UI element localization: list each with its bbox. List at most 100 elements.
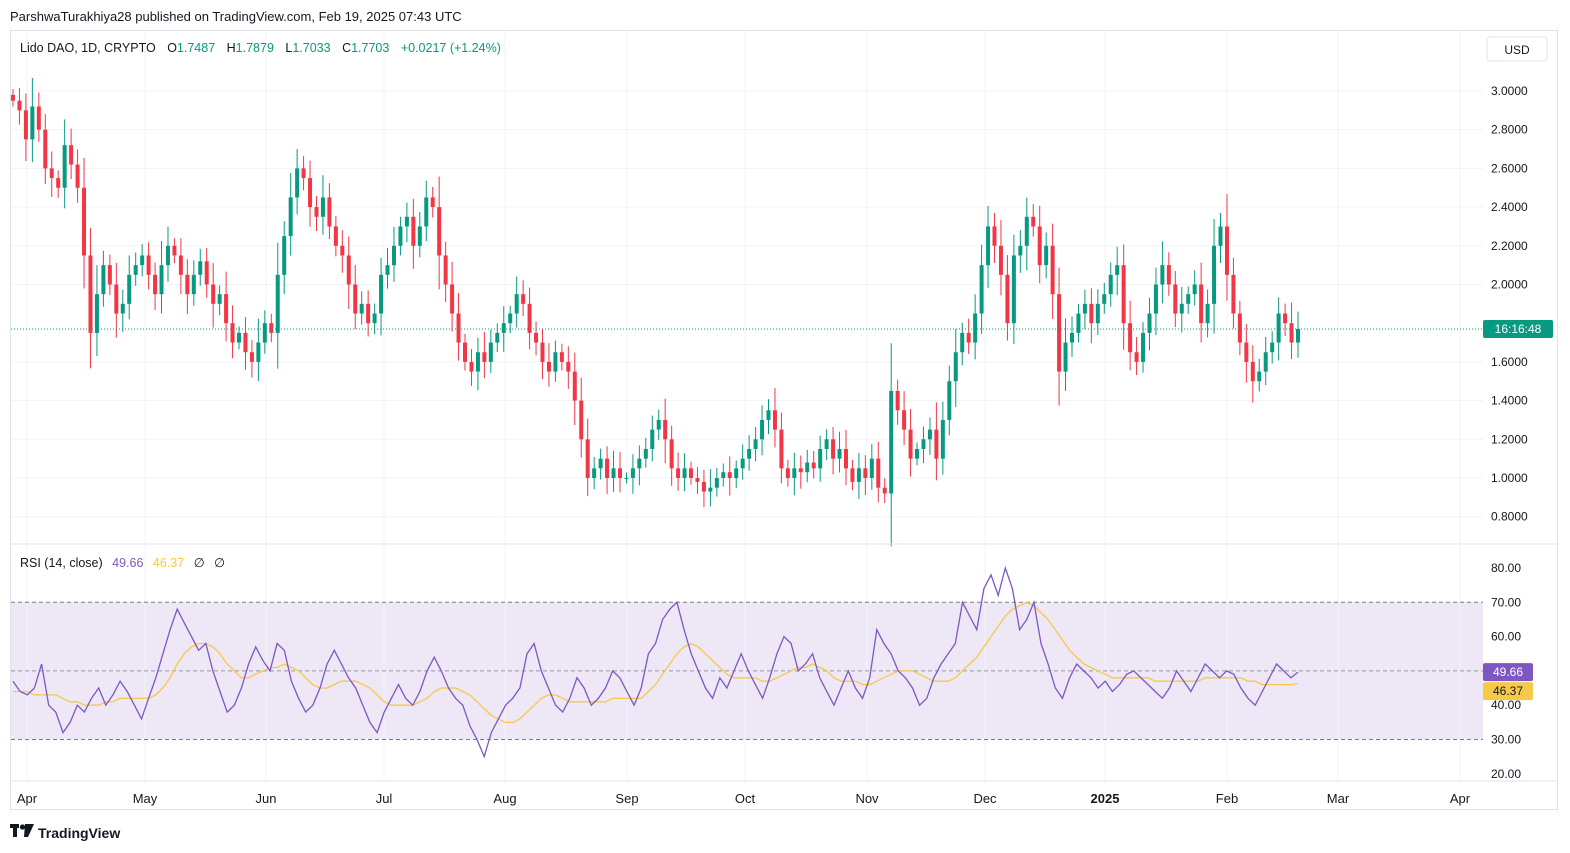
candle-body[interactable] [1160,265,1165,285]
candle-body[interactable] [430,197,435,208]
candle-body[interactable] [411,216,416,246]
candle-body[interactable] [1192,284,1197,295]
candle-body[interactable] [379,274,384,314]
tradingview-footer[interactable]: TradingView [10,824,120,841]
candle-body[interactable] [198,261,203,275]
candle-body[interactable] [714,478,719,488]
candle-body[interactable] [495,332,500,343]
candle-body[interactable] [450,284,455,314]
candle-body[interactable] [747,448,752,459]
candle-body[interactable] [521,294,526,304]
candle-body[interactable] [75,164,80,188]
candle-body[interactable] [966,332,971,343]
candle-body[interactable] [1102,294,1107,304]
candle-body[interactable] [831,439,836,459]
candle-body[interactable] [114,284,119,314]
candle-body[interactable] [1244,342,1249,362]
candle-body[interactable] [1128,323,1133,353]
candle-body[interactable] [217,294,222,304]
candle-body[interactable] [1283,313,1288,324]
candle-body[interactable] [10,94,16,101]
candle-body[interactable] [585,439,590,478]
candle-body[interactable] [1134,352,1139,362]
candle-body[interactable] [843,448,848,469]
candle-body[interactable] [1295,329,1301,343]
candle-body[interactable] [1263,352,1268,372]
candle-body[interactable] [805,462,810,473]
candle-body[interactable] [127,274,132,304]
candle-body[interactable] [1057,294,1062,372]
candle-body[interactable] [107,265,112,285]
price-axis[interactable]: 3.0000 2.8000 2.6000 2.4000 2.2000 2.0000 1.60… [1491,84,1528,524]
candle-body[interactable] [482,352,487,362]
candle-body[interactable] [488,342,493,362]
candle-body[interactable] [598,458,603,469]
candle-body[interactable] [1153,284,1158,314]
candle-body[interactable] [869,458,874,478]
candle-body[interactable] [540,342,545,362]
candle-body[interactable] [617,468,622,478]
candle-body[interactable] [1121,265,1126,324]
candle-body[interactable] [947,381,952,420]
candle-body[interactable] [669,439,674,469]
candle-body[interactable] [159,265,164,295]
candle-body[interactable] [501,323,506,333]
candle-body[interactable] [1179,303,1184,314]
candle-body[interactable] [579,400,584,440]
candle-body[interactable] [1173,284,1178,314]
candle-body[interactable] [979,265,984,314]
candle-body[interactable] [340,245,345,256]
candle-body[interactable] [443,255,448,285]
candle-body[interactable] [165,245,170,266]
candle-body[interactable] [314,207,319,217]
candle-body[interactable] [605,458,610,478]
candle-body[interactable] [36,106,41,130]
candle-body[interactable] [56,178,61,188]
candle-body[interactable] [960,332,965,353]
candle-body[interactable] [630,468,635,478]
candle-body[interactable] [721,472,726,478]
candle-body[interactable] [689,468,694,478]
candle-body[interactable] [514,294,519,314]
candle-body[interactable] [811,462,816,469]
candle-body[interactable] [178,255,183,275]
candle-body[interactable] [404,216,409,227]
candle-body[interactable] [953,352,958,382]
candle-body[interactable] [1224,226,1229,275]
candle-body[interactable] [973,313,978,343]
candle-body[interactable] [992,226,997,246]
candle-body[interactable] [1205,303,1210,324]
candle-body[interactable] [792,468,797,478]
candle-body[interactable] [527,303,532,333]
candle-body[interactable] [398,226,403,246]
candle-body[interactable] [727,472,732,478]
candle-body[interactable] [734,468,739,478]
chart-frame[interactable]: 3.0000 2.8000 2.6000 2.4000 2.2000 2.0000 1.60… [10,30,1558,810]
candle-body[interactable] [211,284,216,304]
candle-body[interactable] [62,145,67,188]
candle-body[interactable] [353,284,358,314]
candle-body[interactable] [1076,313,1081,333]
candle-body[interactable] [1031,216,1036,227]
time-axis[interactable]: Apr May Jun Jul Aug Sep Oct Nov Dec 2025 Feb Mar Apr [17,791,1471,806]
candle-body[interactable] [1199,284,1204,324]
candle-body[interactable] [288,197,293,237]
candle-body[interactable] [88,255,93,333]
candle-body[interactable] [359,303,364,314]
candle-body[interactable] [592,468,597,478]
candle-body[interactable] [850,468,855,482]
candle-body[interactable] [934,429,939,459]
candle-body[interactable] [1095,303,1100,324]
candle-body[interactable] [940,419,945,459]
candle-body[interactable] [663,419,668,440]
candle-body[interactable] [1050,245,1055,295]
candle-body[interactable] [269,323,274,333]
candle-body[interactable] [1063,342,1068,372]
candle-body[interactable] [682,468,687,478]
candle-body[interactable] [760,419,765,440]
candle-body[interactable] [385,265,390,275]
candle-body[interactable] [508,313,513,324]
candle-body[interactable] [1237,313,1242,343]
candle-body[interactable] [346,255,351,285]
candle-body[interactable] [1005,274,1010,324]
